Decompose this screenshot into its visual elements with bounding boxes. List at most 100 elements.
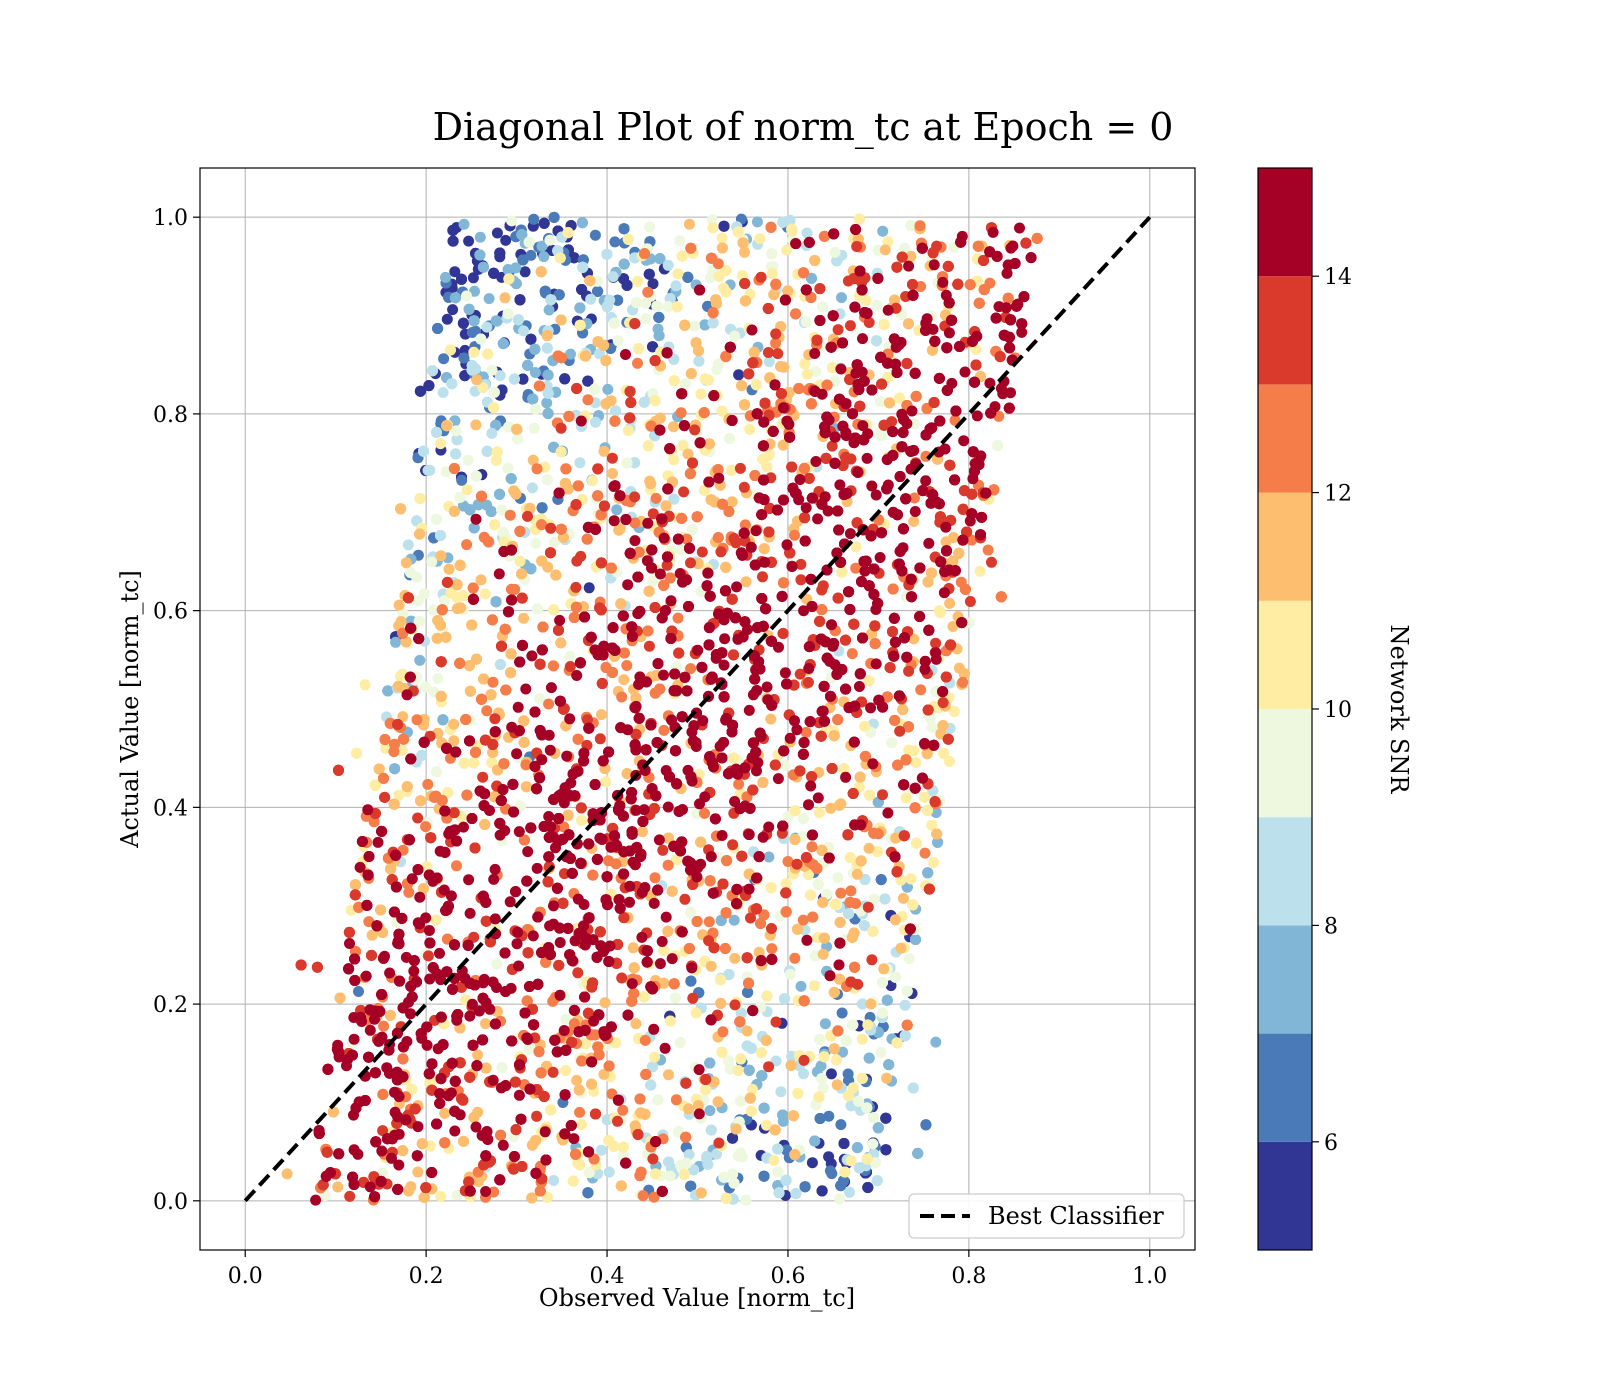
scatter-point	[574, 302, 586, 314]
scatter-point	[680, 1131, 692, 1143]
scatter-point	[770, 278, 782, 290]
scatter-point	[645, 1079, 657, 1091]
scatter-point	[830, 1054, 842, 1066]
scatter-point	[382, 685, 394, 697]
scatter-point	[627, 942, 639, 954]
scatter-point	[907, 1082, 919, 1094]
scatter-point	[836, 1007, 848, 1019]
scatter-point	[481, 499, 493, 511]
scatter-point	[877, 225, 889, 237]
scatter-point	[683, 1103, 694, 1115]
scatter-point	[787, 1110, 799, 1122]
scatter-point	[467, 582, 479, 594]
scatter-point	[478, 673, 490, 685]
scatter-point	[494, 488, 505, 500]
scatter-point	[867, 1138, 879, 1150]
scatter-point	[716, 232, 728, 244]
scatter-point	[848, 927, 860, 939]
scatter-point	[607, 468, 618, 479]
scatter-point	[690, 1007, 702, 1019]
scatter-point	[849, 961, 861, 973]
scatter-point	[834, 799, 846, 811]
scatter-point	[353, 986, 364, 997]
scatter-point	[544, 234, 556, 246]
scatter-point	[653, 330, 665, 342]
scatter-point	[732, 226, 744, 238]
scatter-point	[514, 555, 526, 567]
scatter-point	[457, 317, 469, 329]
scatter-point	[463, 235, 475, 247]
scatter-point	[647, 341, 659, 353]
scatter-point	[831, 1079, 843, 1091]
scatter-point	[573, 1084, 585, 1096]
scatter-point	[733, 369, 745, 381]
scatter-point	[860, 294, 872, 306]
scatter-point	[638, 991, 650, 1003]
scatter-point	[502, 308, 514, 320]
scatter-point	[691, 511, 703, 523]
scatter-point	[740, 1194, 752, 1206]
scatter-point	[680, 1157, 692, 1169]
scatter-point	[600, 355, 612, 367]
scatter-point	[441, 420, 453, 432]
scatter-point	[715, 997, 727, 1009]
scatter-point	[490, 454, 502, 466]
scatter-point	[511, 423, 523, 435]
scatter-point	[668, 421, 679, 433]
scatter-point	[789, 1149, 801, 1161]
scatter-point	[600, 776, 612, 788]
scatter-point	[548, 604, 560, 616]
scatter-point	[806, 1157, 818, 1169]
scatter-point	[817, 896, 829, 908]
scatter-point	[919, 847, 931, 859]
scatter-point	[414, 385, 426, 397]
scatter-point	[805, 398, 817, 410]
scatter-point	[910, 934, 921, 945]
scatter-point	[798, 267, 809, 279]
scatter-point	[813, 1091, 825, 1103]
scatter-point	[628, 962, 640, 974]
scatter-point	[547, 660, 559, 672]
scatter-point	[622, 233, 634, 245]
scatter-point	[754, 233, 766, 245]
scatter-point	[458, 500, 469, 512]
scatter-point	[454, 559, 466, 571]
scatter-point	[505, 583, 517, 595]
scatter-point	[707, 317, 719, 329]
scatter-point	[695, 388, 707, 400]
scatter-point	[332, 1181, 344, 1193]
scatter-point	[634, 1093, 646, 1105]
scatter-point	[964, 279, 976, 291]
scatter-point	[1002, 292, 1014, 304]
scatter-point	[685, 368, 697, 380]
scatter-point	[899, 999, 911, 1011]
scatter-point	[505, 648, 517, 660]
scatter-point	[814, 1033, 826, 1045]
scatter-point	[548, 1175, 560, 1186]
scatter-point	[489, 519, 501, 531]
scatter-point	[780, 1174, 792, 1186]
scatter-point	[647, 278, 659, 290]
scatter-point	[395, 503, 407, 515]
scatter-point	[432, 672, 444, 684]
scatter-point	[743, 977, 755, 989]
scatter-point	[712, 532, 724, 544]
scatter-point	[486, 614, 498, 626]
scatter-point	[609, 236, 621, 248]
scatter-point	[595, 709, 607, 721]
scatter-point	[639, 248, 650, 260]
scatter-point	[615, 598, 627, 610]
scatter-point	[973, 297, 985, 309]
scatter-point	[463, 303, 475, 315]
scatter-point	[662, 859, 674, 871]
scatter-point	[643, 268, 655, 280]
scatter-point	[675, 407, 687, 419]
scatter-point	[668, 375, 680, 387]
scatter-point	[541, 474, 553, 486]
scatter-point	[359, 679, 371, 691]
scatter-point	[875, 1047, 887, 1058]
scatter-point	[487, 676, 499, 688]
scatter-point	[781, 1144, 793, 1156]
scatter-point	[765, 221, 777, 233]
scatter-point	[580, 350, 591, 362]
